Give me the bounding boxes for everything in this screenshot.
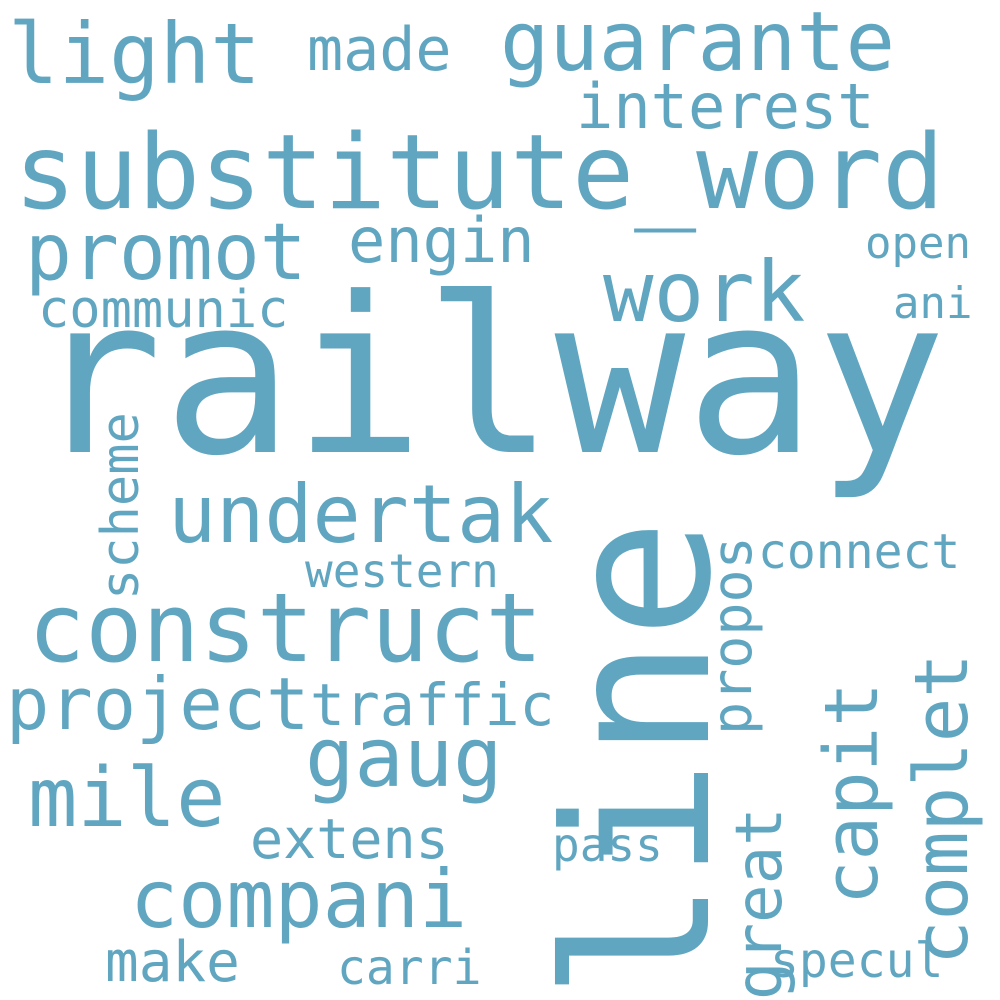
word-guarante: guarante bbox=[500, 0, 895, 90]
word-work: work bbox=[603, 243, 806, 341]
word-ani: ani bbox=[893, 278, 973, 329]
word-open: open bbox=[865, 218, 971, 269]
word-specul: specul bbox=[770, 933, 944, 989]
word-companies: compani bbox=[130, 853, 468, 946]
word-interest: interest bbox=[576, 70, 875, 143]
word-made: made bbox=[307, 15, 452, 85]
word-extens: extens bbox=[250, 807, 449, 871]
word-carri: carri bbox=[337, 940, 482, 996]
word-promot: promot bbox=[25, 208, 307, 298]
word-light: light bbox=[8, 5, 261, 103]
word-project: project bbox=[6, 662, 310, 746]
word-engin: engin bbox=[348, 204, 535, 277]
word-traffic: traffic bbox=[310, 671, 555, 739]
word-communic: communic bbox=[38, 280, 289, 340]
word-connect: connect bbox=[758, 524, 961, 580]
word-pass: pass bbox=[552, 818, 663, 872]
word-capit: capit bbox=[809, 682, 895, 905]
word-western: western bbox=[305, 544, 499, 598]
word-mile: mile bbox=[28, 751, 226, 846]
word-propos: propos bbox=[700, 536, 764, 735]
word-great: great bbox=[723, 807, 797, 1000]
word-complet: complet bbox=[899, 653, 985, 965]
word-substitute-word: substitute_word bbox=[14, 113, 945, 233]
word-make: make bbox=[105, 930, 240, 995]
word-scheme: scheme bbox=[91, 412, 151, 600]
word-railway: railway bbox=[32, 252, 947, 504]
word-construct: construct bbox=[28, 574, 543, 684]
word-gaug: gaug bbox=[305, 711, 503, 806]
word-undertak: undertak bbox=[168, 468, 554, 561]
